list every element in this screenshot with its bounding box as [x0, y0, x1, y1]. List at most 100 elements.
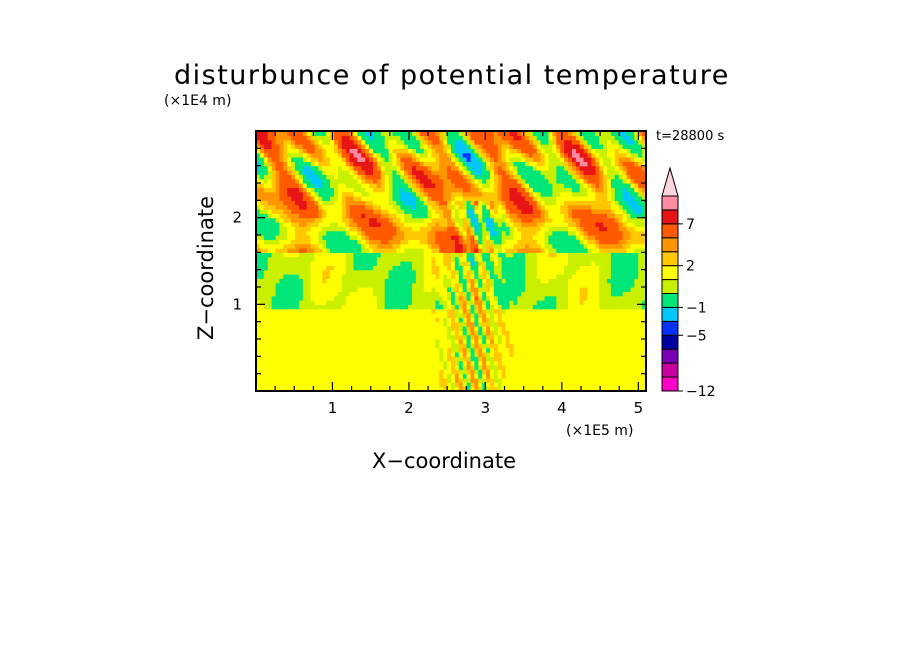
contour-cell — [431, 339, 436, 344]
contour-cell — [521, 256, 526, 262]
contour-cell — [298, 313, 304, 318]
contour-cell — [466, 222, 472, 227]
contour-cell — [267, 386, 273, 391]
contour-cell — [490, 274, 495, 279]
contour-cell — [603, 356, 608, 362]
contour-cell — [548, 204, 553, 210]
contour-cell — [591, 252, 596, 258]
contour-cell — [306, 339, 312, 344]
contour-cell — [392, 313, 397, 318]
contour-cell — [365, 265, 370, 271]
contour-cell — [513, 287, 518, 292]
contour-cell — [361, 174, 366, 180]
contour-cell — [330, 365, 335, 370]
contour-cell — [466, 235, 472, 240]
contour-cell — [423, 269, 429, 275]
contour-cell — [283, 252, 288, 258]
contour-cell — [415, 196, 421, 201]
contour-cell — [373, 352, 378, 357]
contour-cell — [466, 204, 472, 210]
contour-cell — [521, 213, 526, 219]
contour-cell — [256, 317, 261, 323]
contour-cell — [295, 360, 300, 366]
contour-cell — [575, 222, 581, 227]
contour-cell — [568, 200, 573, 206]
contour-cell — [595, 265, 600, 271]
contour-cell — [478, 382, 483, 388]
contour-cell — [630, 300, 635, 305]
contour-cell — [556, 347, 561, 353]
contour-cell — [505, 373, 511, 379]
contour-cell — [478, 282, 483, 288]
contour-cell — [443, 282, 448, 288]
contour-cell — [525, 382, 530, 388]
contour-cell — [392, 252, 397, 258]
contour-cell — [298, 369, 304, 375]
contour-cell — [404, 369, 409, 375]
contour-cell — [427, 347, 433, 353]
contour-cell — [291, 191, 296, 197]
contour-cell — [380, 261, 386, 266]
contour-cell — [513, 222, 518, 227]
contour-cell — [353, 330, 358, 336]
contour-cell — [521, 265, 526, 271]
contour-cell — [525, 243, 530, 249]
contour-cell — [482, 209, 487, 214]
contour-cell — [622, 252, 628, 258]
contour-cell — [482, 265, 487, 271]
contour-cell — [373, 304, 378, 310]
contour-cell — [447, 204, 452, 210]
contour-cell — [337, 382, 343, 388]
contour-cell — [353, 352, 358, 357]
contour-cell — [626, 330, 631, 336]
contour-cell — [256, 378, 261, 383]
contour-cell — [283, 386, 288, 391]
contour-cell — [560, 226, 565, 232]
contour-cell — [462, 352, 468, 357]
contour-cell — [626, 226, 631, 232]
contour-cell — [513, 386, 518, 391]
contour-cell — [439, 191, 444, 197]
contour-cell — [568, 369, 573, 375]
contour-cell — [556, 178, 561, 184]
contour-cell — [427, 265, 433, 271]
contour-cell — [540, 352, 546, 357]
contour-cell — [423, 243, 429, 249]
contour-cell — [310, 183, 316, 188]
contour-cell — [334, 352, 339, 357]
contour-cell — [626, 308, 631, 314]
contour-cell — [373, 230, 378, 236]
contour-cell — [349, 183, 355, 188]
contour-cell — [283, 235, 288, 240]
contour-cell — [318, 265, 323, 271]
contour-cell — [439, 217, 444, 223]
contour-cell — [548, 187, 553, 193]
contour-cell — [517, 330, 522, 336]
contour-cell — [361, 274, 366, 279]
contour-cell — [275, 243, 280, 249]
contour-cell — [622, 282, 628, 288]
contour-cell — [279, 235, 284, 240]
contour-cell — [595, 347, 600, 353]
contour-cell — [525, 191, 530, 197]
contour-cell — [536, 360, 542, 366]
contour-cell — [583, 373, 589, 379]
contour-cell — [462, 282, 468, 288]
contour-cell — [490, 226, 495, 232]
contour-cell — [618, 365, 624, 370]
contour-cell — [279, 291, 284, 297]
contour-cell — [548, 321, 553, 327]
contour-cell — [552, 334, 557, 340]
contour-cell — [318, 317, 323, 323]
contour-cell — [544, 369, 550, 375]
contour-cell — [392, 222, 397, 227]
contour-cell — [513, 183, 518, 188]
contour-cell — [482, 261, 487, 266]
contour-cell — [603, 317, 608, 323]
contour-cell — [536, 178, 542, 184]
contour-cell — [330, 235, 335, 240]
contour-cell — [353, 382, 358, 388]
contour-cell — [575, 300, 581, 305]
contour-cell — [470, 243, 475, 249]
contour-cell — [544, 196, 550, 201]
